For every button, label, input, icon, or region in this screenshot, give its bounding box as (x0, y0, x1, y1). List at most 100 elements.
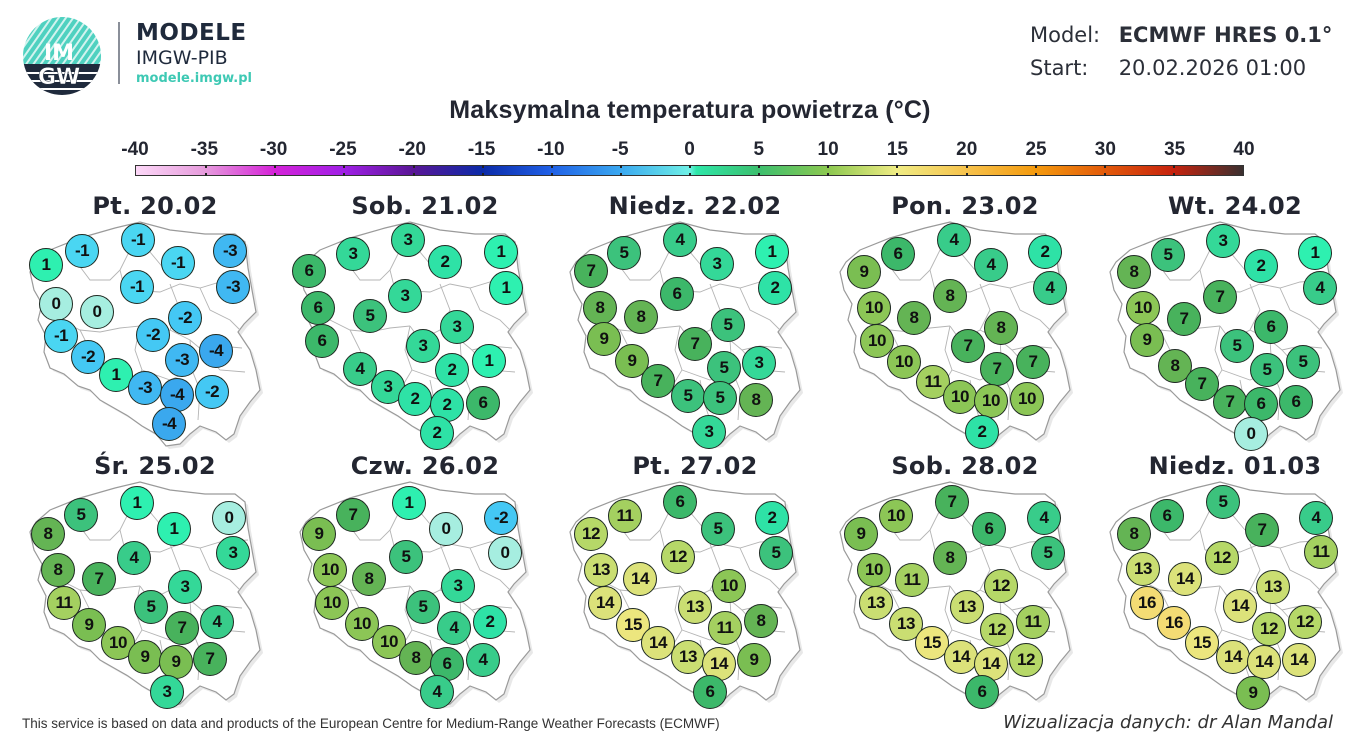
brand-subtitle: IMGW-PIB (136, 47, 228, 69)
temperature-marker: 1 (1298, 236, 1332, 270)
temperature-marker: 1 (755, 235, 789, 269)
forecast-day-panel: Wt. 24.02 8 5 3 1 10 2 4 9 7 7 8 6 5 7 5 5 7 6 6 0 (1100, 192, 1361, 451)
temperature-marker: 1 (472, 344, 506, 378)
temperature-marker: 8 (1117, 517, 1151, 551)
temperature-marker: 0 (212, 501, 246, 535)
model-value: ECMWF HRES 0.1° (1118, 23, 1333, 47)
temperature-marker: 12 (980, 613, 1014, 647)
temperature-marker: 12 (1288, 605, 1322, 639)
forecast-day-panel: Sob. 21.02 6 3 3 1 6 2 1 6 5 3 4 3 3 3 1 2 2 2 6 2 (290, 192, 560, 450)
temperature-marker: 0 (488, 536, 522, 570)
colorbar-tick (619, 173, 622, 176)
temperature-marker: 5 (134, 590, 168, 624)
temperature-marker: 5 (607, 236, 641, 270)
temperature-marker: 8 (897, 301, 931, 335)
poland-map: 9 10 7 4 10 6 5 13 11 8 13 12 13 15 11 12 14 14 12 6 (830, 480, 1100, 710)
temperature-marker: 13 (584, 553, 618, 587)
temperature-marker: -4 (160, 378, 194, 412)
temperature-marker: 5 (671, 379, 705, 413)
forecast-day-panel: Niedz. 01.03 8 6 5 4 13 7 11 16 14 12 16 13 14 15 12 12 1… (1100, 452, 1361, 710)
logo-divider (118, 22, 120, 84)
colorbar-tick (205, 165, 208, 168)
temperature-marker: 2 (430, 388, 464, 422)
svg-text:IM: IM (44, 41, 74, 66)
poland-map: 8 6 5 4 13 7 11 16 14 12 16 13 14 15 12 12 14 14 14 9 (1100, 480, 1361, 710)
colorbar-tick (758, 165, 761, 168)
temperature-marker: 6 (972, 512, 1006, 546)
temperature-marker: 9 (159, 645, 193, 679)
temperature-marker: 11 (1304, 535, 1338, 569)
temperature-marker: -2 (168, 301, 202, 335)
temperature-marker: 8 (31, 517, 65, 551)
temperature-marker: -1 (65, 234, 99, 268)
temperature-marker: 6 (1150, 499, 1184, 533)
temperature-marker: 2 (473, 605, 507, 639)
colorbar-tick-label: -25 (329, 139, 357, 160)
temperature-marker: 4 (117, 541, 151, 575)
forecast-day-panel: Pon. 23.02 9 6 4 2 10 4 4 10 8 8 10 8 7 11 7 7 10 10 10 2 (830, 192, 1100, 450)
temperature-marker: 10 (1010, 382, 1044, 416)
temperature-marker: 13 (1256, 570, 1290, 604)
temperature-marker: 6 (292, 254, 326, 288)
temperature-marker: 10 (974, 384, 1008, 418)
temperature-marker: 10 (313, 553, 347, 587)
forecast-day-panel: Niedz. 22.02 7 5 4 1 8 3 2 9 8 6 9 5 7 7 3 5 5 5 8 3 (560, 192, 830, 450)
temperature-marker: 6 (965, 675, 999, 709)
colorbar-tick (274, 173, 277, 176)
visualization-credit: Wizualizacja danych: dr Alan Mandal (1003, 712, 1333, 733)
temperature-marker: -1 (44, 319, 78, 353)
temperature-marker: 2 (1028, 235, 1062, 269)
temperature-marker: 10 (857, 553, 891, 587)
temperature-marker: 13 (678, 590, 712, 624)
brand-url-link[interactable]: modele.imgw.pl (136, 71, 252, 86)
temperature-marker: 8 (352, 562, 386, 596)
poland-map: 8 5 3 1 10 2 4 9 7 7 8 6 5 7 5 5 7 6 6 0 (1100, 220, 1361, 451)
temperature-marker: 6 (1244, 387, 1278, 421)
temperature-marker: 14 (588, 586, 622, 620)
temperature-marker: 5 (1286, 345, 1320, 379)
day-title: Pt. 20.02 (92, 192, 218, 220)
temperature-marker: 9 (1236, 676, 1270, 710)
colorbar-tick (619, 165, 622, 168)
colorbar-tick-label: -40 (121, 139, 149, 160)
temperature-marker: 5 (389, 540, 423, 574)
temperature-marker: 3 (216, 536, 250, 570)
temperature-marker: 14 (1216, 640, 1250, 674)
temperature-marker: 8 (41, 553, 75, 587)
colorbar-tick-label: 20 (956, 139, 978, 160)
colorbar-tick-label: 5 (753, 139, 765, 160)
temperature-marker: 6 (881, 237, 915, 271)
temperature-marker: 16 (1130, 586, 1164, 620)
temperature-marker: 3 (391, 223, 425, 257)
colorbar-tick (550, 165, 553, 168)
temperature-marker: 5 (1151, 238, 1185, 272)
temperature-marker: 13 (671, 640, 705, 674)
temperature-marker: 2 (428, 245, 462, 279)
temperature-marker: 2 (420, 416, 454, 450)
temperature-marker: 7 (678, 327, 712, 361)
colorbar-tick (758, 173, 761, 176)
temperature-marker: 16 (1157, 606, 1191, 640)
temperature-marker: 4 (437, 611, 471, 645)
temperature-marker: 3 (150, 675, 184, 709)
temperature-marker: 13 (1126, 552, 1160, 586)
temperature-marker: 11 (1016, 605, 1050, 639)
temperature-marker: 7 (951, 329, 985, 363)
temperature-marker: -1 (120, 270, 154, 304)
temperature-marker: 5 (759, 536, 793, 570)
temperature-marker: 6 (1279, 385, 1313, 419)
temperature-marker: 2 (398, 382, 432, 416)
day-title: Pon. 23.02 (891, 192, 1039, 220)
temperature-marker: 0 (80, 295, 114, 329)
temperature-marker: -3 (213, 234, 247, 268)
temperature-marker: 0 (1234, 417, 1268, 451)
temperature-marker: 11 (895, 563, 929, 597)
colorbar-tick (343, 165, 346, 168)
temperature-marker: 3 (1206, 224, 1240, 258)
colorbar-tick-label: 40 (1233, 139, 1255, 160)
temperature-marker: 7 (935, 485, 969, 519)
temperature-marker: 9 (844, 517, 878, 551)
temperature-marker: 10 (712, 569, 746, 603)
colorbar-tick (896, 165, 899, 168)
